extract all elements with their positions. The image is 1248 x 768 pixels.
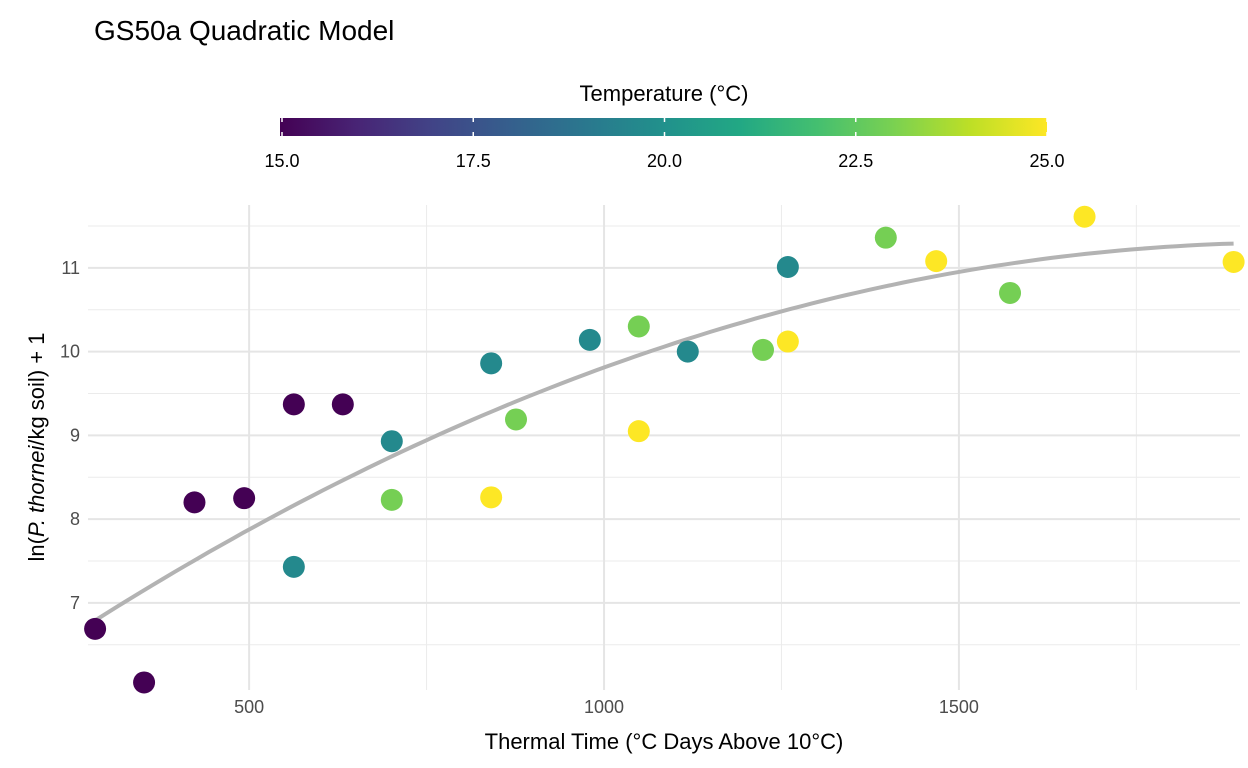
quadratic-fit-line — [94, 241, 1234, 623]
data-point — [282, 393, 305, 416]
y-tick-label: 11 — [61, 258, 80, 278]
data-point — [380, 430, 403, 453]
data-point — [874, 226, 897, 249]
data-point — [331, 393, 354, 416]
x-tick-label: 500 — [234, 697, 264, 717]
colorbar — [280, 118, 1047, 136]
data-point — [776, 255, 799, 278]
data-point — [752, 338, 775, 361]
data-point — [380, 488, 403, 511]
colorbar-tick-label: 20.0 — [647, 151, 682, 171]
chart-title: GS50a Quadratic Model — [94, 15, 394, 46]
data-point — [183, 491, 206, 514]
data-point — [480, 486, 503, 509]
y-tick-label: 8 — [70, 509, 80, 529]
data-point — [999, 281, 1022, 304]
data-point — [1073, 205, 1096, 228]
y-tick-label: 7 — [70, 593, 80, 613]
colorbar-tick-label: 25.0 — [1029, 151, 1064, 171]
data-point — [282, 555, 305, 578]
data-point — [505, 408, 528, 431]
colorbar-tick-label: 22.5 — [838, 151, 873, 171]
x-tick-label: 1000 — [584, 697, 624, 717]
data-point — [480, 352, 503, 375]
data-point — [233, 487, 256, 510]
data-point — [627, 420, 650, 443]
data-point — [925, 250, 948, 273]
y-tick-label: 9 — [70, 425, 80, 445]
data-point — [627, 315, 650, 338]
data-point — [776, 330, 799, 353]
data-point — [676, 340, 699, 363]
data-point — [1222, 250, 1245, 273]
y-tick-label: 10 — [60, 342, 80, 362]
x-axis-label: Thermal Time (°C Days Above 10°C) — [485, 729, 844, 754]
colorbar-tick-label: 15.0 — [264, 151, 299, 171]
y-axis-label: ln(P. thornei/kg soil) + 1 — [24, 333, 49, 562]
data-point — [84, 617, 107, 640]
legend-title: Temperature (°C) — [580, 81, 749, 106]
colorbar-tick-label: 17.5 — [456, 151, 491, 171]
data-point — [133, 671, 156, 694]
data-point — [578, 328, 601, 351]
x-tick-label: 1500 — [939, 697, 979, 717]
